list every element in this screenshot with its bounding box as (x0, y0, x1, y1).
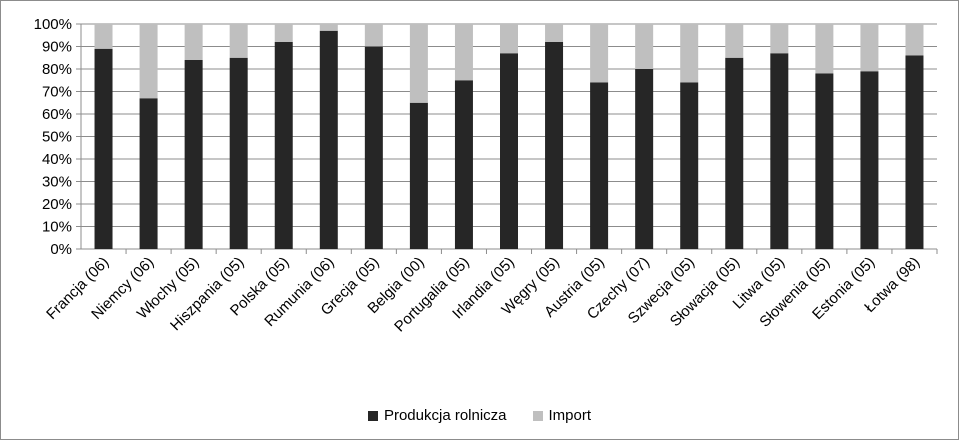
y-tick-label: 30% (42, 174, 72, 191)
bar-import (229, 24, 248, 58)
bar-import (815, 24, 834, 74)
y-tick-label: 20% (42, 196, 72, 213)
bar-import (319, 24, 338, 31)
bar-import (725, 24, 744, 58)
bar-production (680, 82, 699, 249)
bar-production (319, 30, 338, 249)
y-tick-label: 90% (42, 39, 72, 56)
bar-production (500, 53, 518, 249)
y-tick-label: 0% (50, 241, 72, 258)
y-tick-label: 60% (42, 106, 72, 123)
bar-import (590, 24, 609, 83)
legend-label-import: Import (548, 407, 592, 424)
bar-production (184, 60, 203, 249)
bar-import (770, 24, 789, 54)
bar-import (500, 24, 518, 54)
bar-import (274, 24, 293, 42)
y-tick-label: 100% (34, 16, 72, 33)
bar-production (635, 69, 654, 249)
bar-import (184, 24, 203, 60)
legend: Produkcja rolnicza Import (0, 407, 959, 424)
legend-item-import: Import (532, 407, 592, 424)
bar-import (454, 24, 473, 81)
y-tick-label: 40% (42, 151, 72, 168)
bar-import (635, 24, 654, 69)
legend-swatch-production (367, 410, 378, 421)
bar-production (409, 102, 428, 249)
bar-import (905, 24, 924, 56)
bar-import (409, 24, 428, 103)
bar-production (545, 42, 564, 249)
legend-item-production: Produkcja rolnicza (367, 407, 507, 424)
bar-import (860, 24, 879, 72)
bar-production (860, 71, 879, 249)
legend-label-production: Produkcja rolnicza (383, 407, 507, 424)
bar-production (139, 98, 158, 249)
y-tick-label: 80% (42, 61, 72, 78)
bar-import (680, 24, 699, 83)
bar-import (139, 24, 158, 99)
y-tick-label: 10% (42, 219, 72, 236)
bar-import (364, 24, 383, 47)
bar-production (725, 57, 744, 249)
bar-production (815, 73, 834, 249)
bar-import (545, 24, 564, 42)
bar-production (454, 80, 473, 249)
bar-production (770, 53, 789, 249)
bar-production (274, 42, 293, 249)
bar-production (590, 82, 609, 249)
y-tick-label: 70% (42, 84, 72, 101)
y-tick-label: 50% (42, 129, 72, 146)
bar-import (94, 24, 113, 49)
bar-production (905, 55, 924, 249)
legend-swatch-import (532, 410, 543, 421)
bar-production (229, 57, 248, 249)
bar-production (94, 48, 113, 249)
bar-production (364, 46, 383, 249)
